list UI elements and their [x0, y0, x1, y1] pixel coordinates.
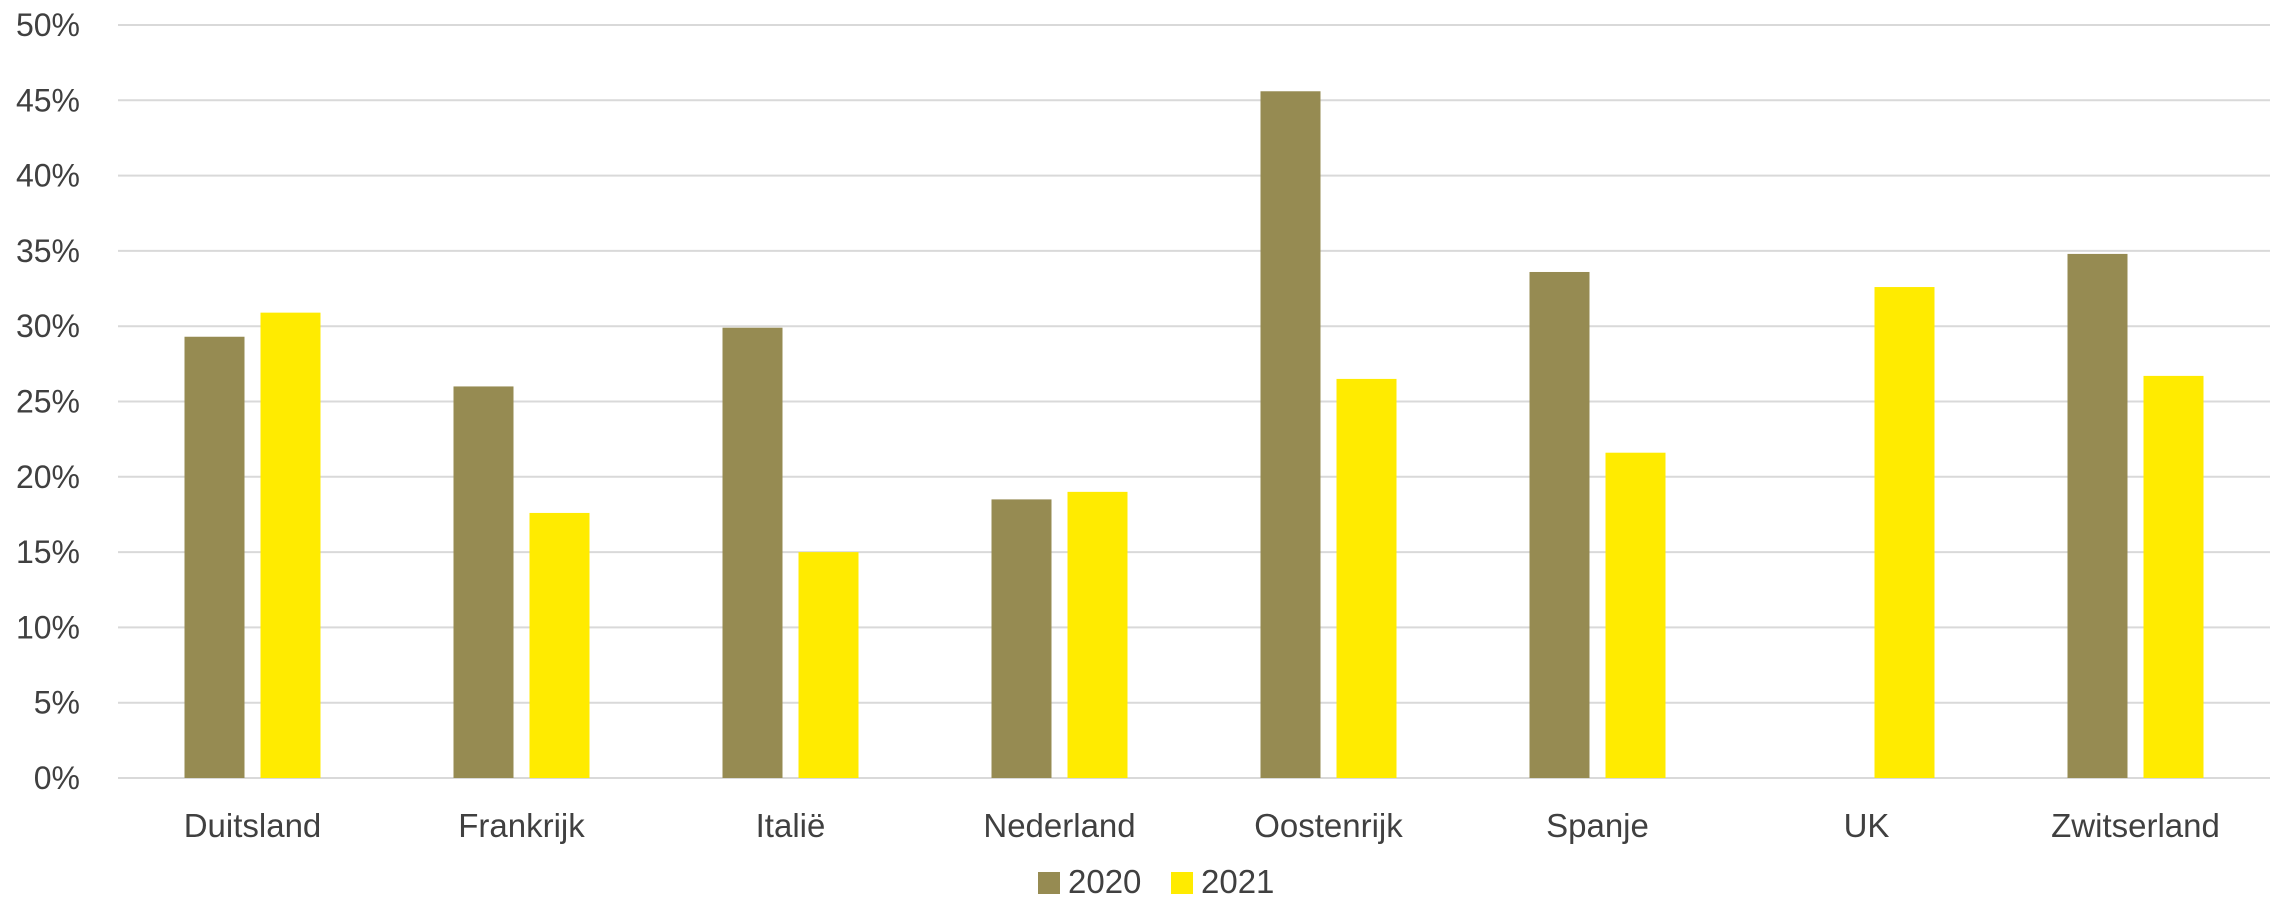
x-category-label: Nederland: [983, 807, 1135, 844]
bar-2020-spanje: [1529, 271, 1590, 778]
y-tick-label: 0%: [34, 760, 80, 796]
bar-2021-nederland: [1067, 491, 1128, 778]
legend-swatch-2020: [1038, 872, 1060, 894]
y-tick-label: 15%: [16, 534, 80, 570]
legend-label: 2021: [1201, 863, 1274, 900]
bar-2020-zwitserland: [2067, 253, 2128, 779]
x-category-label: Frankrijk: [458, 807, 585, 844]
y-tick-label: 10%: [16, 609, 80, 645]
bar-2021-duitsland: [260, 312, 321, 778]
y-tick-label: 30%: [16, 308, 80, 344]
bar-2020-frankrijk: [453, 386, 514, 778]
x-category-label: Spanje: [1546, 807, 1649, 844]
gridlines: [118, 24, 2270, 779]
y-tick-label: 40%: [16, 158, 80, 194]
bar-2021-zwitserland: [2143, 375, 2204, 778]
bar-2021-spanje: [1605, 452, 1666, 778]
bar-2021-uk: [1874, 287, 1935, 778]
x-axis-labels: Duitsland Frankrijk Italië Nederland Oostenr…: [184, 807, 2220, 844]
legend-swatch-2021: [1171, 872, 1193, 894]
y-tick-label: 5%: [34, 685, 80, 721]
bar-2020-duitsland: [184, 336, 245, 778]
y-tick-label: 50%: [16, 7, 80, 43]
bar-2020-italië: [722, 327, 783, 778]
bar-2021-oostenrijk: [1336, 378, 1397, 778]
legend: 2020 2021: [1038, 863, 1274, 900]
y-axis-ticks: 0% 5% 10% 15% 20% 25% 30% 35% 40% 45% 50%: [16, 7, 80, 796]
x-category-label: Duitsland: [184, 807, 322, 844]
bar-2020-nederland: [991, 499, 1052, 778]
x-category-label: Zwitserland: [2051, 807, 2220, 844]
bars: [184, 91, 2204, 779]
y-tick-label: 35%: [16, 233, 80, 269]
bar-2021-italië: [798, 552, 859, 778]
y-tick-label: 25%: [16, 384, 80, 420]
x-category-label: Oostenrijk: [1254, 807, 1403, 844]
y-tick-label: 45%: [16, 82, 80, 118]
x-category-label: Italië: [756, 807, 826, 844]
y-tick-label: 20%: [16, 459, 80, 495]
bar-2020-oostenrijk: [1260, 91, 1321, 779]
legend-label: 2020: [1068, 863, 1141, 900]
x-category-label: UK: [1844, 807, 1890, 844]
bar-2021-frankrijk: [529, 512, 590, 778]
